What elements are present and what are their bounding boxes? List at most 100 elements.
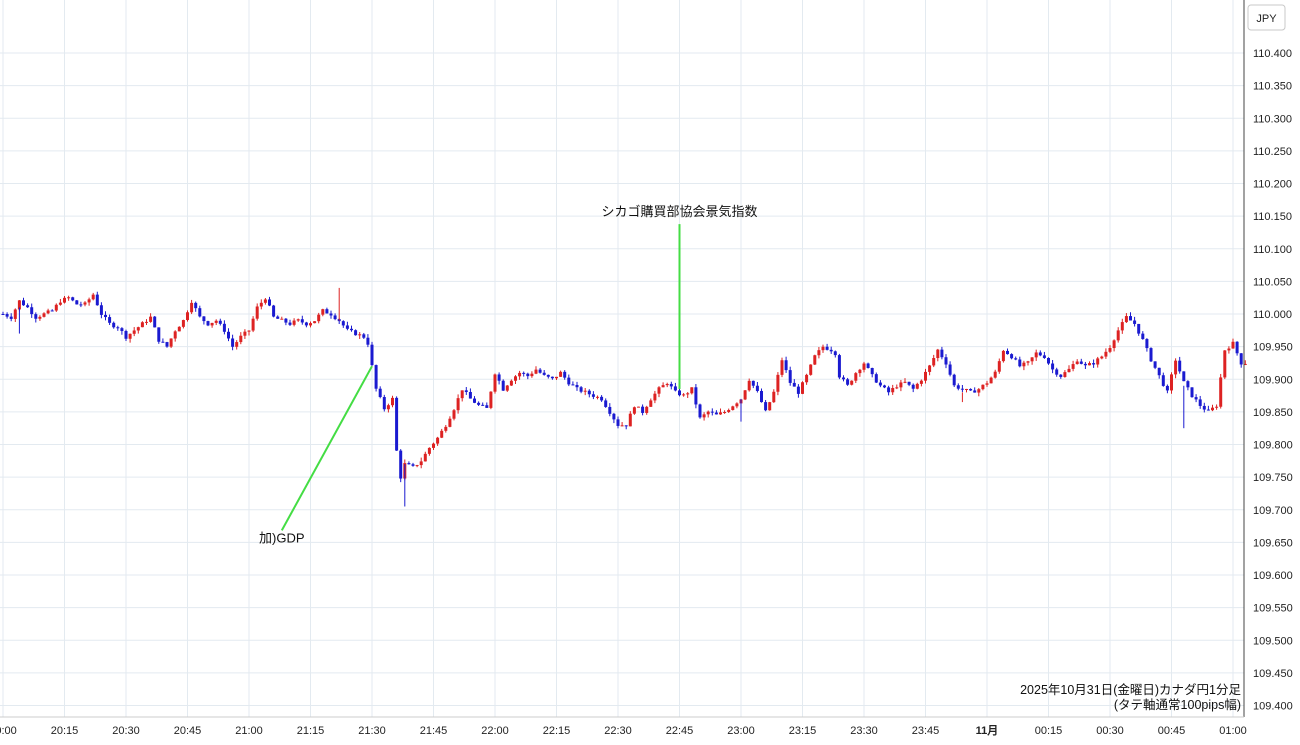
candle (993, 369, 997, 379)
candle (555, 376, 558, 381)
candle (653, 390, 657, 404)
y-tick-label: 110.000 (1253, 309, 1292, 321)
candle (792, 379, 796, 387)
candle (546, 374, 550, 379)
y-tick-label: 109.400 (1253, 701, 1293, 713)
candle (1088, 361, 1091, 366)
candle (1190, 387, 1194, 398)
candle (128, 333, 132, 343)
candle (710, 408, 714, 416)
candle (850, 380, 854, 386)
candle (940, 346, 944, 360)
candle (678, 387, 681, 397)
candle (313, 321, 317, 324)
candle (214, 319, 218, 326)
candle (985, 380, 989, 387)
candle (292, 318, 296, 327)
candle (247, 330, 251, 336)
candle (132, 327, 136, 337)
candle (842, 375, 845, 382)
candle (333, 313, 337, 321)
candle (1100, 355, 1104, 360)
currency-box[interactable]: JPY (1247, 4, 1286, 31)
candle (1215, 404, 1219, 410)
candle (903, 378, 907, 384)
candle (79, 301, 83, 308)
y-tick-label: 110.400 (1253, 48, 1292, 60)
candle (735, 402, 739, 409)
candle (386, 403, 390, 413)
candle (883, 384, 886, 389)
candle (682, 393, 686, 397)
candle (108, 314, 112, 325)
candle (173, 330, 177, 342)
candle (960, 384, 964, 393)
candle (1120, 318, 1124, 334)
candle (542, 370, 546, 376)
candle (809, 364, 813, 376)
candle (1161, 372, 1165, 387)
candle (924, 368, 927, 384)
y-tick-label: 110.300 (1253, 113, 1292, 125)
x-tick-label: 11月 (976, 724, 999, 737)
candle (936, 348, 940, 362)
x-tick-label: 23:15 (789, 725, 817, 737)
candle (1198, 395, 1202, 409)
y-tick-label: 109.650 (1253, 537, 1293, 549)
candle (1042, 351, 1046, 359)
candle (907, 381, 911, 387)
candle (1141, 331, 1145, 340)
candle (821, 344, 825, 353)
candle (1170, 372, 1173, 394)
candle (362, 332, 366, 339)
candle (341, 320, 345, 328)
candle (1075, 359, 1079, 365)
candle (501, 379, 505, 391)
candle (42, 312, 46, 318)
y-tick-label: 109.950 (1253, 342, 1293, 354)
candle (46, 308, 50, 315)
candle (157, 327, 161, 344)
candle (714, 410, 718, 415)
candle (235, 340, 239, 350)
candle (706, 410, 710, 418)
event-annotation: シカゴ購買部協会景気指数 (601, 204, 758, 390)
candle (751, 380, 755, 389)
y-tick-label: 110.100 (1253, 244, 1292, 256)
candle (1206, 405, 1210, 411)
candle (772, 389, 776, 403)
candle (13, 308, 17, 322)
candle (846, 377, 850, 386)
candle (1026, 360, 1030, 366)
candle (493, 373, 497, 394)
candle (1157, 367, 1161, 379)
y-tick-label: 110.150 (1253, 211, 1292, 223)
candle (1104, 348, 1108, 359)
candle (120, 327, 124, 335)
candle (550, 376, 554, 380)
candle (1010, 353, 1014, 360)
candle (165, 341, 169, 348)
candle (169, 338, 173, 349)
candle (1219, 373, 1223, 409)
candle (899, 379, 903, 392)
price-axis: 110.400 110.350 110.300 110.250 110.200 110.1… (1253, 48, 1293, 713)
candle (395, 396, 399, 451)
candle (641, 404, 645, 416)
x-tick-label: 20:00 (0, 725, 17, 737)
y-tick-label: 109.900 (1253, 374, 1293, 386)
candle (686, 392, 690, 399)
x-tick-label: 20:15 (51, 725, 79, 737)
candle (218, 318, 222, 326)
candle (280, 316, 284, 320)
candle (468, 388, 472, 399)
candle (99, 302, 103, 319)
candle (784, 356, 788, 373)
candle (317, 312, 321, 324)
candle (522, 371, 526, 377)
candle (1059, 374, 1063, 379)
candle (1034, 349, 1038, 361)
candle (22, 297, 25, 306)
candle (1211, 404, 1214, 412)
